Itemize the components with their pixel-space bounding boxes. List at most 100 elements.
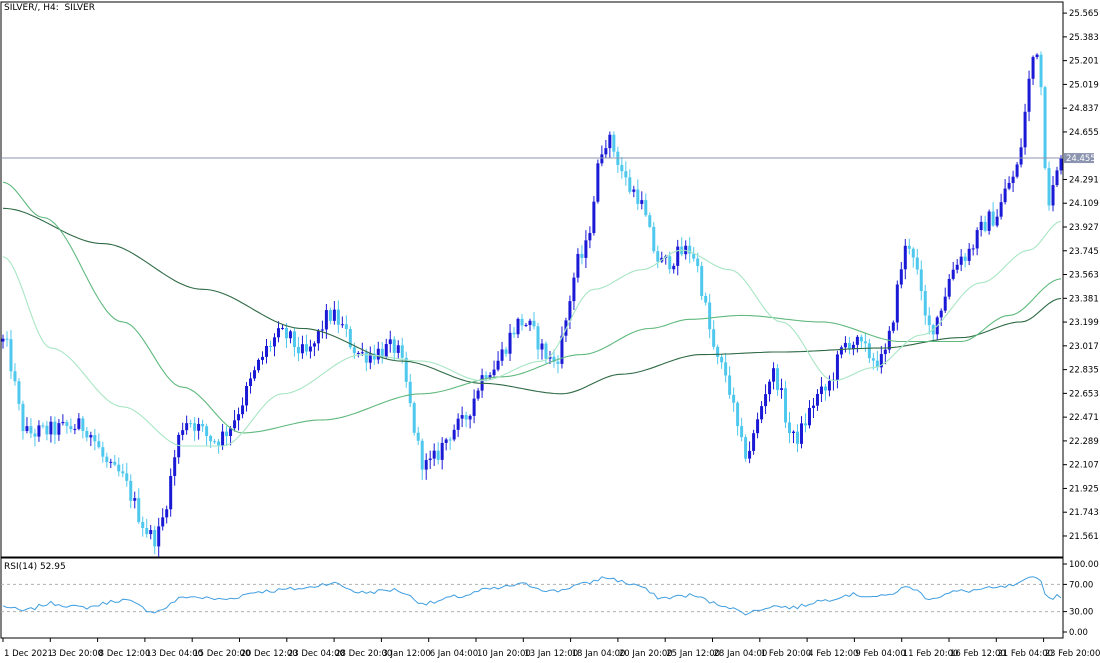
candle-body <box>69 426 73 430</box>
price-axis-label: 25.383 <box>1069 33 1099 43</box>
candle-body <box>292 331 296 348</box>
candle-body <box>640 200 644 204</box>
time-axis-label: 9 Feb 04:00 <box>855 649 905 659</box>
candle-body <box>560 335 564 364</box>
time-axis-label: 20 Dec 12:00 <box>241 649 298 659</box>
candle-body <box>312 343 316 347</box>
candle-body <box>811 405 815 408</box>
candle-body <box>915 257 919 270</box>
price-axis-label: 24.291 <box>1069 175 1099 185</box>
candle-body <box>436 450 440 460</box>
candle-body <box>372 353 376 360</box>
candle-body <box>696 258 700 267</box>
candle-body <box>229 428 233 437</box>
candle-body <box>652 226 656 252</box>
candle-body <box>460 415 464 419</box>
candle-body <box>524 324 528 326</box>
candle-body <box>796 431 799 444</box>
candle-body <box>520 318 524 326</box>
candle-body <box>919 269 923 292</box>
candle-body <box>692 253 696 259</box>
candle-body <box>712 329 716 347</box>
current-price-label: 24.455 <box>1066 154 1096 164</box>
price-axis-label: 22.107 <box>1069 461 1099 471</box>
time-axis-label: 21 Feb 04:00 <box>997 649 1053 659</box>
candle-body <box>149 530 153 535</box>
time-axis-label: 23 Feb 20:00 <box>1045 649 1100 659</box>
candle-body <box>65 421 69 427</box>
candle-body <box>280 327 284 329</box>
candle-body <box>807 407 811 426</box>
rsi-frame <box>0 557 1064 639</box>
price-axis-label: 23.199 <box>1069 318 1099 328</box>
candle-body <box>975 230 979 249</box>
candle-body <box>815 393 819 406</box>
candle-body <box>612 134 616 152</box>
candle-body <box>364 352 368 363</box>
candle-body <box>911 248 915 258</box>
candle-body <box>17 381 21 404</box>
candle-body <box>835 354 839 380</box>
ma-fast-line <box>2 220 1062 447</box>
candle-body <box>528 320 532 325</box>
candle-body <box>995 216 999 226</box>
candle-body <box>768 381 772 395</box>
candle-body <box>468 415 472 420</box>
candle-body <box>943 296 947 311</box>
candle-body <box>288 331 292 339</box>
candle-body <box>871 358 875 361</box>
candle-body <box>225 431 229 437</box>
candle-body <box>1051 185 1055 206</box>
candle-body <box>776 368 780 390</box>
candle-body <box>656 251 660 262</box>
candle-body <box>117 464 121 472</box>
candle-body <box>61 421 65 424</box>
candle-body <box>1039 54 1043 88</box>
candle-body <box>907 245 911 249</box>
candle-body <box>5 338 9 340</box>
candle-body <box>855 336 859 345</box>
candle-body <box>568 301 572 321</box>
candle-body <box>927 315 931 326</box>
candle-body <box>492 369 496 376</box>
candle-body <box>21 403 25 432</box>
candle-body <box>37 425 41 437</box>
candle-body <box>45 425 49 435</box>
candle-body <box>668 256 672 270</box>
candle-body <box>201 423 205 427</box>
candle-body <box>145 528 149 535</box>
candle-body <box>284 327 288 339</box>
candle-body <box>843 342 847 348</box>
candle-body <box>955 264 959 270</box>
candle-body <box>947 278 951 297</box>
candle-body <box>819 386 823 394</box>
candle-body <box>536 326 540 350</box>
candle-body <box>636 189 640 204</box>
candle-body <box>784 388 788 423</box>
time-axis-label: 1 Feb 20:00 <box>761 649 811 659</box>
candle-body <box>185 423 189 431</box>
candle-body <box>245 386 249 406</box>
candle-body <box>1031 57 1035 79</box>
candle-body <box>193 423 197 431</box>
time-axis-label: 6 Jan 04:00 <box>430 649 478 659</box>
candle-body <box>157 526 161 547</box>
candle-body <box>1027 78 1031 112</box>
candle-body <box>328 310 332 321</box>
candle-body <box>772 368 776 382</box>
candle-body <box>748 450 752 459</box>
time-axis-label: 20 Jan 20:00 <box>619 649 673 659</box>
candle-body <box>875 360 879 368</box>
candle-body <box>444 439 448 443</box>
price-axis-label: 24.837 <box>1069 104 1099 114</box>
price-axis-label: 25.019 <box>1069 80 1099 90</box>
price-axis-label: 23.017 <box>1069 342 1099 352</box>
candle-body <box>1043 87 1047 169</box>
candle-body <box>49 421 53 435</box>
candle-body <box>352 347 356 354</box>
candle-body <box>895 284 899 323</box>
candle-body <box>396 345 400 353</box>
candle-body <box>261 356 265 360</box>
